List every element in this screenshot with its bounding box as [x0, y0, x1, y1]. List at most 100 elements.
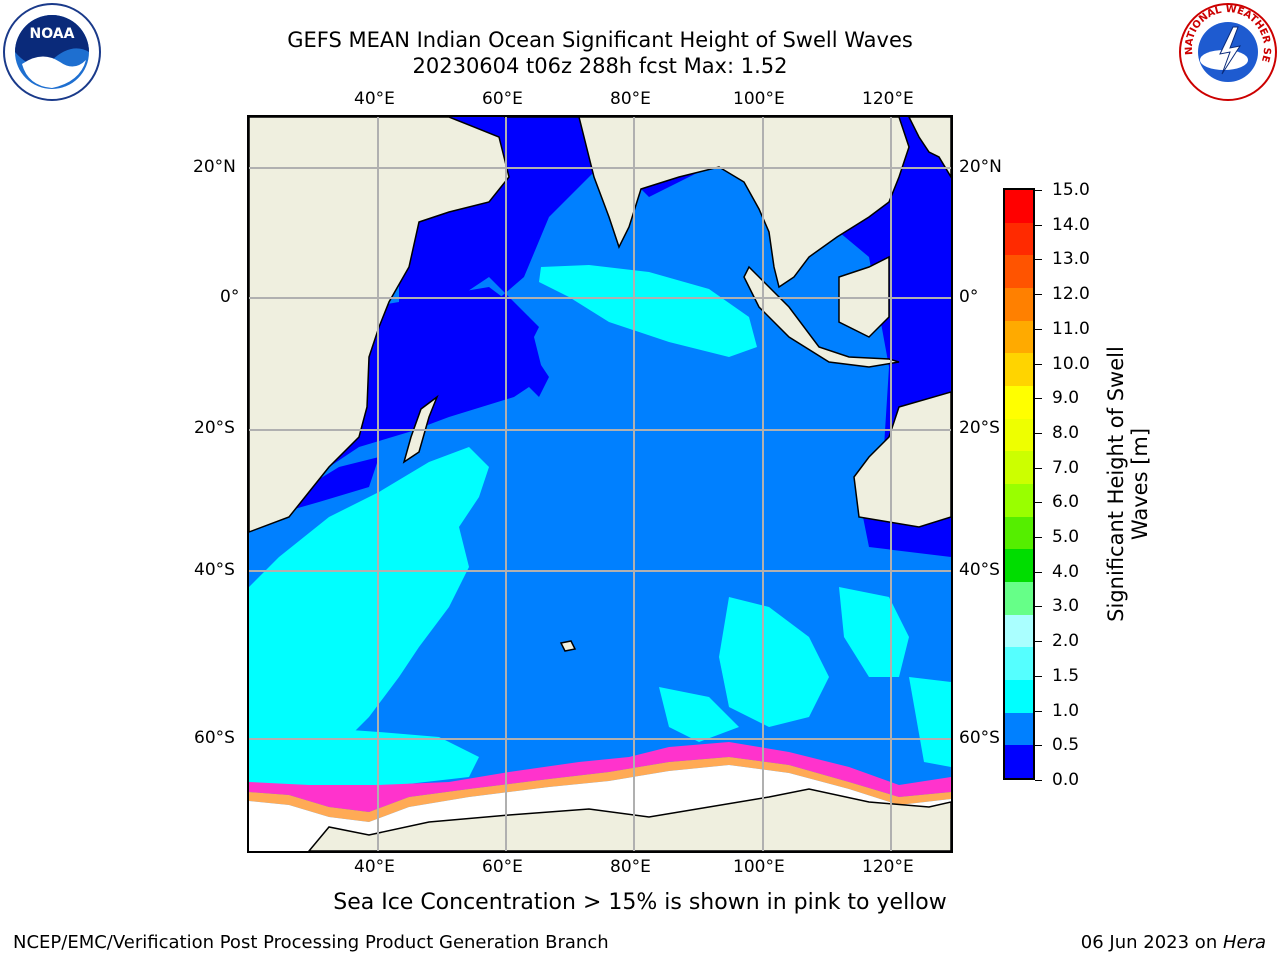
- colorbar-segment: [1005, 516, 1033, 550]
- colorbar-segment: [1005, 386, 1033, 420]
- land-australia: [853, 391, 951, 528]
- lat-tick-right: 0°: [959, 287, 979, 307]
- colorbar-tick-label: 8.0: [1052, 422, 1080, 443]
- lon-tick-top: 80°E: [610, 89, 651, 109]
- colorbar-tick: [1035, 432, 1042, 434]
- land-kerguelen: [559, 640, 577, 652]
- noaa-logo: NOAA: [3, 3, 101, 101]
- colorbar-tick: [1035, 398, 1042, 400]
- colorbar-tick-label: 5.0: [1052, 527, 1080, 548]
- colorbar-tick-label: 10.0: [1052, 353, 1090, 374]
- colorbar-tick-label: 0.5: [1052, 735, 1080, 756]
- colorbar-tick: [1035, 710, 1042, 712]
- lat-tick-left: 20°N: [193, 157, 236, 177]
- colorbar-tick: [1035, 606, 1042, 608]
- colorbar-tick-label: 9.0: [1052, 388, 1080, 409]
- footer-credit: NCEP/EMC/Verification Post Processing Pr…: [13, 932, 609, 953]
- colorbar-tick: [1035, 259, 1042, 261]
- nws-logo: NATIONAL WEATHER SERVICE: [1178, 2, 1277, 101]
- colorbar-tick-label: 13.0: [1052, 249, 1090, 270]
- colorbar-segment: [1005, 680, 1033, 714]
- colorbar-segment: [1005, 353, 1033, 387]
- colorbar-title: Significant Height of Swell Waves [m]: [1104, 346, 1152, 622]
- sea-ice-note: Sea Ice Concentration > 15% is shown in …: [333, 890, 947, 915]
- land-southeast-asia: [908, 117, 951, 179]
- lat-tick-right: 40°S: [959, 560, 1000, 580]
- lon-tick-top: 60°E: [482, 89, 523, 109]
- noaa-logo-text: NOAA: [30, 26, 75, 42]
- colorbar-segment: [1005, 222, 1033, 256]
- moderate-swell-southwest: [249, 447, 489, 782]
- colorbar-tick-label: 1.0: [1052, 700, 1080, 721]
- low-swell-region-north: [399, 117, 951, 557]
- footer-date: 06 Jun 2023 on Hera: [1081, 932, 1266, 953]
- colorbar-tick-label: 7.0: [1052, 457, 1080, 478]
- lat-tick-right: 20°S: [959, 418, 1000, 438]
- colorbar-segment: [1005, 255, 1033, 289]
- colorbar-tick: [1035, 190, 1042, 191]
- sea-ice-edge: [249, 742, 951, 812]
- chart-subtitle: 20230604 t06z 288h fcst Max: 1.52: [412, 54, 788, 78]
- land-sumatra-java: [743, 265, 900, 368]
- lon-tick-top: 120°E: [862, 89, 914, 109]
- colorbar-tick-label: 0.0: [1052, 770, 1080, 790]
- lat-tick-left: 40°S: [194, 560, 235, 580]
- lat-tick-right: 20°N: [959, 157, 1002, 177]
- colorbar-tick: [1035, 537, 1042, 539]
- colorbar: [1003, 188, 1035, 780]
- moderate-swell-south-mid: [659, 687, 739, 742]
- colorbar-tick-label: 4.0: [1052, 561, 1080, 582]
- lon-tick-top: 100°E: [733, 89, 785, 109]
- colorbar-tick: [1035, 467, 1042, 469]
- lon-tick-bottom: 80°E: [610, 857, 651, 877]
- lon-tick-bottom: 40°E: [354, 857, 395, 877]
- lat-tick-left: 20°S: [194, 418, 235, 438]
- colorbar-segment: [1005, 320, 1033, 354]
- colorbar-tick-label: 3.0: [1052, 596, 1080, 617]
- colorbar-segment: [1005, 418, 1033, 452]
- moderate-swell-east-edge: [909, 677, 951, 767]
- colorbar-segment: [1005, 451, 1033, 485]
- colorbar-tick: [1035, 675, 1042, 677]
- colorbar-segment: [1005, 484, 1033, 518]
- colorbar-tick-label: 12.0: [1052, 284, 1090, 305]
- colorbar-tick: [1035, 780, 1042, 781]
- colorbar-segment: [1005, 614, 1033, 648]
- colorbar-tick: [1035, 363, 1042, 365]
- colorbar-tick: [1035, 502, 1042, 504]
- colorbar-tick: [1035, 745, 1042, 747]
- lat-tick-right: 60°S: [959, 728, 1000, 748]
- lat-tick-left: 60°S: [194, 728, 235, 748]
- colorbar-tick: [1035, 641, 1042, 643]
- colorbar-tick: [1035, 224, 1042, 226]
- colorbar-tick-label: 6.0: [1052, 492, 1080, 513]
- lon-tick-top: 40°E: [354, 89, 395, 109]
- lon-tick-bottom: 120°E: [862, 857, 914, 877]
- lat-tick-left: 0°: [220, 287, 240, 307]
- colorbar-segment: [1005, 582, 1033, 616]
- lon-tick-bottom: 100°E: [733, 857, 785, 877]
- colorbar-segment: [1005, 712, 1033, 746]
- colorbar-tick: [1035, 328, 1042, 330]
- colorbar-segment: [1005, 647, 1033, 681]
- footer-date-text: 06 Jun 2023 on: [1080, 932, 1223, 953]
- chart-title: GEFS MEAN Indian Ocean Significant Heigh…: [287, 28, 913, 52]
- colorbar-tick-label: 2.0: [1052, 631, 1080, 652]
- colorbar-tick: [1035, 571, 1042, 573]
- moderate-swell-equatorial: [539, 265, 757, 357]
- colorbar-tick-label: 11.0: [1052, 318, 1090, 339]
- colorbar-tick-label: 15.0: [1052, 180, 1090, 200]
- colorbar-segment: [1005, 190, 1033, 224]
- footer-machine: Hera: [1222, 932, 1266, 953]
- colorbar-tick: [1035, 294, 1042, 296]
- land-antarctica: [308, 788, 951, 851]
- colorbar-segment: [1005, 288, 1033, 322]
- colorbar-segment: [1005, 745, 1033, 779]
- colorbar-tick-label: 1.5: [1052, 665, 1080, 686]
- swell-height-map: [249, 117, 951, 851]
- colorbar-tick-label: 14.0: [1052, 214, 1090, 235]
- land-india: [504, 117, 910, 289]
- moderate-swell-southeast: [719, 597, 829, 727]
- map-panel: [247, 115, 953, 853]
- lon-tick-bottom: 60°E: [482, 857, 523, 877]
